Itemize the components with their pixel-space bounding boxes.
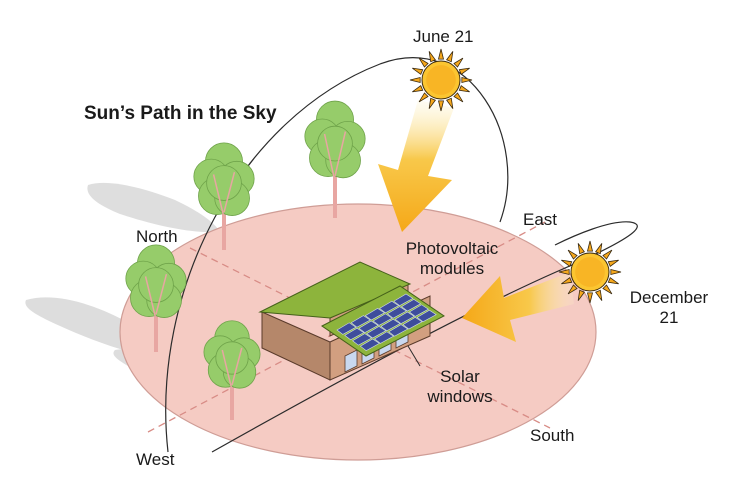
house [258,261,445,381]
west-label: West [136,450,175,469]
east-label: East [523,210,558,229]
solar-label-line2: windows [427,387,493,406]
pv-label-line1: Photovoltaic [405,239,499,258]
june-label: June 21 [413,27,474,46]
solar-windows-leader [407,345,421,367]
summer-sun-ray-arrow [378,100,454,232]
solar-windows-label: Solar windows [420,367,500,407]
summer-sun-arc [165,57,509,453]
south-label: South [530,426,575,445]
winter-sun-ray-arrow [462,272,574,342]
december-label-line1: December [629,288,709,307]
diagram-title: Sun’s Path in the Sky [84,103,277,124]
pv-modules-label: Photovoltaic modules [398,239,506,279]
december-sun-icon [558,240,622,304]
pv-label-line2: modules [419,259,485,278]
december-label-line2: 21 [659,308,679,327]
pv-panel-grid [336,293,437,351]
june-sun-icon [409,48,473,112]
winter-sun-arc [211,221,638,453]
north-label: North [136,227,178,246]
solar-label-line1: Solar [440,367,480,386]
compass-lines [147,221,551,433]
december-label: December 21 [626,288,712,328]
trees [125,100,366,420]
